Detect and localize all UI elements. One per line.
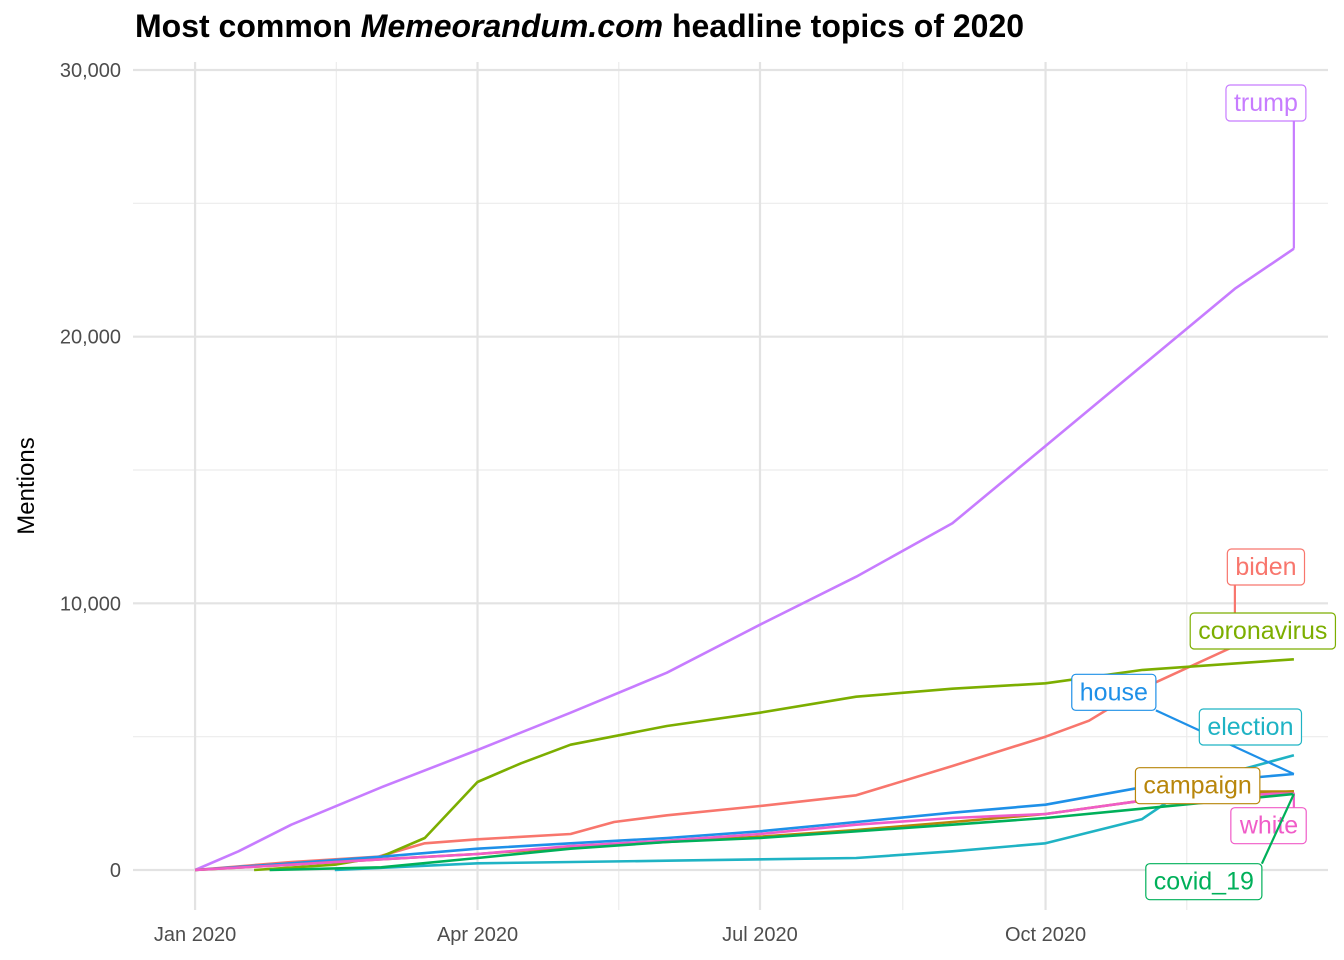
- grid: [133, 62, 1328, 910]
- y-axis-title: Mentions: [13, 437, 40, 534]
- series-line-house: [195, 772, 1295, 872]
- series-label-box: [1134, 767, 1261, 805]
- label-leader-line: [1260, 793, 1295, 865]
- series-line-coronavirus: [254, 658, 1294, 872]
- y-tick-label: 20,000: [60, 327, 121, 349]
- series-line-white: [195, 791, 1294, 872]
- series-label-house: house: [1071, 673, 1295, 775]
- series-label-election: election: [1198, 708, 1303, 746]
- series-label-text: election: [1207, 713, 1293, 741]
- x-tick-label: Jan 2020: [154, 924, 236, 946]
- series-label-box: [1226, 548, 1306, 586]
- series-label-trump: trump: [1225, 84, 1307, 249]
- series-label-text: coronavirus: [1198, 617, 1327, 645]
- x-tick-label: Apr 2020: [437, 924, 518, 946]
- series-label-text: trump: [1234, 89, 1298, 117]
- series-label-box: [1198, 708, 1303, 746]
- chart-title: Most common Memeorandum.com headline top…: [135, 8, 1025, 44]
- x-tick-label: Oct 2020: [1005, 924, 1086, 946]
- series-label-text: biden: [1235, 553, 1296, 581]
- series-label-text: white: [1239, 812, 1298, 840]
- y-tick-label: 0: [110, 860, 121, 882]
- series-label-coronavirus: coronavirus: [1189, 612, 1337, 650]
- series-label-box: [1145, 863, 1263, 901]
- series-label-white: white: [1230, 792, 1307, 845]
- series-lines: [194, 247, 1295, 872]
- series-label-box: [1225, 84, 1307, 122]
- series-label-box: [1230, 807, 1307, 845]
- series-label-covid_19: covid_19: [1145, 793, 1295, 901]
- series-label-box: [1071, 673, 1157, 711]
- series-label-biden: biden: [1226, 548, 1306, 646]
- x-tick-label: Jul 2020: [722, 924, 798, 946]
- series-label-text: house: [1080, 678, 1148, 706]
- series-label-text: covid_19: [1154, 868, 1254, 896]
- y-tick-label: 30,000: [60, 60, 121, 82]
- y-tick-label: 10,000: [60, 593, 121, 615]
- series-labels: trump biden coronavirus house election campai…: [1071, 84, 1337, 901]
- series-line-covid_19: [269, 792, 1295, 872]
- axis-ticks: Jan 2020 Apr 2020 Jul 2020 Oct 2020 0 10,000 2…: [60, 60, 1086, 946]
- series-label-campaign: campaign: [1134, 767, 1294, 805]
- series-label-text: campaign: [1143, 772, 1251, 800]
- series-label-box: [1189, 612, 1337, 650]
- series-line-trump: [194, 247, 1295, 872]
